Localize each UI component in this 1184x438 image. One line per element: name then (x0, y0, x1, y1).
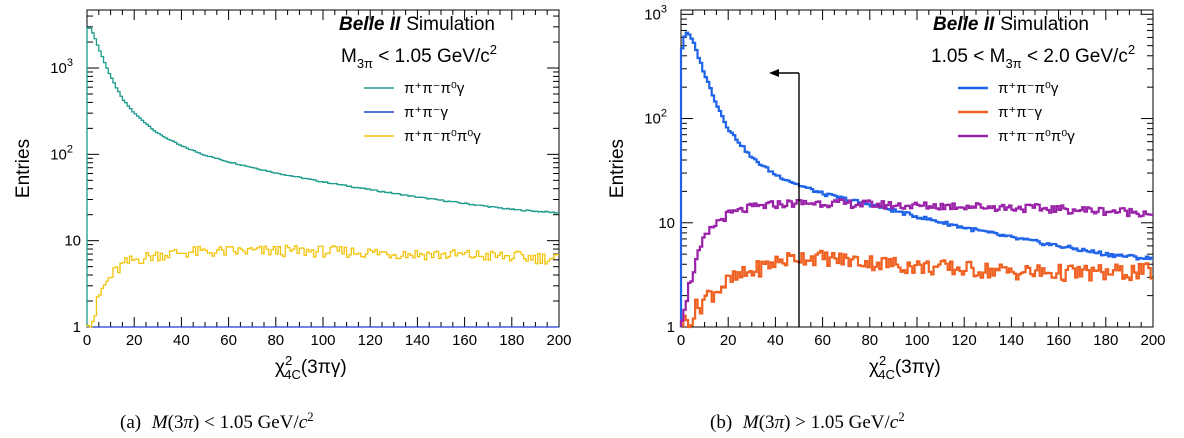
x-tick-label: 40 (767, 332, 784, 349)
y-axis-title: Entries (13, 139, 34, 198)
x-tick-label: 180 (1093, 332, 1118, 349)
experiment-label: Belle II Simulation (933, 14, 1089, 35)
y-tick-label: 1 (73, 319, 81, 336)
panel-a: 0 20 40 60 80 100 120 140 160 180 200 1 10 102 103 Entr… (13, 9, 572, 382)
x-tick-label: 0 (677, 332, 685, 349)
x-tick-label: 100 (904, 332, 929, 349)
x-tick-label: 140 (999, 332, 1024, 349)
x-tick-label: 20 (720, 332, 737, 349)
x-tick-label: 20 (126, 332, 143, 349)
y-tick-label: 102 (50, 143, 73, 163)
x-tick-label: 80 (267, 332, 284, 349)
experiment-label: Belle II Simulation (339, 14, 495, 35)
caption-b: (b) M(3π) > 1.05 GeV/c2 (710, 409, 905, 433)
legend-entry: π⁺π⁻π⁰π⁰γ (404, 128, 481, 145)
legend-entry: π⁺π⁻π⁰γ (998, 80, 1059, 97)
legend-entry: π⁺π⁻π⁰π⁰γ (998, 128, 1075, 145)
y-tick-label: 103 (50, 57, 73, 77)
x-tick-label: 160 (452, 332, 477, 349)
series-histogram (679, 31, 1153, 327)
y-axis-title: Entries (607, 139, 628, 198)
x-axis-title: χ2 4C(3πγ) (275, 353, 347, 382)
x-tick-label: 120 (358, 332, 383, 349)
caption-a: (a) M(3π) < 1.05 GeV/c2 (120, 409, 314, 433)
y-tick-label: 10 (658, 215, 675, 232)
x-axis-title: χ2 4C(3πγ) (869, 353, 941, 382)
x-tick-label: 200 (546, 332, 571, 349)
series-histogram (679, 198, 1153, 327)
x-tick-label: 40 (173, 332, 190, 349)
x-tick-label: 160 (1046, 332, 1071, 349)
legend-entry: π⁺π⁻γ (404, 104, 449, 121)
legend-entry: π⁺π⁻π⁰γ (404, 80, 465, 97)
x-tick-label: 200 (1140, 332, 1165, 349)
y-tick-label: 1 (667, 319, 675, 336)
x-tick-label: 0 (83, 332, 91, 349)
y-tick-label: 102 (644, 108, 667, 128)
panel-b: 0 20 40 60 80 100 120 140 160 180 200 1 10 102 103 Entr… (607, 3, 1166, 382)
x-tick-label: 80 (861, 332, 878, 349)
cut-arrow-head (769, 69, 779, 77)
x-tick-label: 120 (952, 332, 977, 349)
x-tick-label: 60 (220, 332, 237, 349)
y-tick-label: 103 (644, 3, 667, 23)
x-tick-label: 60 (814, 332, 831, 349)
x-tick-label: 140 (405, 332, 430, 349)
selection-label: M3π < 1.05 GeV/c2 (341, 42, 497, 71)
y-tick-label: 10 (64, 233, 81, 250)
x-tick-label: 100 (310, 332, 335, 349)
series-histogram (86, 244, 559, 328)
series-histogram (679, 249, 1153, 329)
selection-label: 1.05 < M3π < 2.0 GeV/c2 (931, 42, 1135, 71)
legend-entry: π⁺π⁻γ (998, 104, 1043, 121)
series-histogram (86, 27, 559, 327)
x-tick-label: 180 (499, 332, 524, 349)
